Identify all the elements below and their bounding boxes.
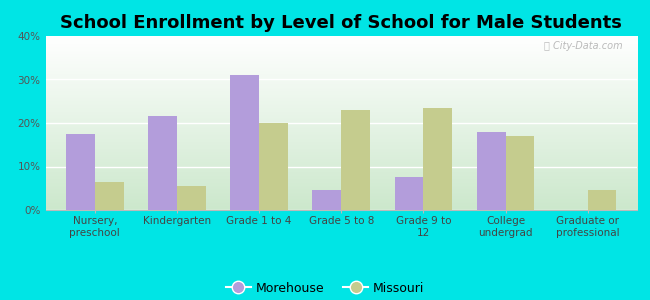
Legend: Morehouse, Missouri: Morehouse, Missouri	[220, 277, 430, 300]
Text: ⓘ City-Data.com: ⓘ City-Data.com	[543, 41, 622, 51]
Bar	[259, 123, 288, 210]
Bar	[177, 186, 205, 210]
Bar	[588, 190, 616, 210]
Title: School Enrollment by Level of School for Male Students: School Enrollment by Level of School for…	[60, 14, 622, 32]
Bar	[66, 134, 95, 210]
Bar	[477, 132, 506, 210]
Bar	[95, 182, 124, 210]
Bar	[506, 136, 534, 210]
Bar	[313, 190, 341, 210]
Bar	[395, 177, 423, 210]
Bar	[423, 108, 452, 210]
Bar	[230, 75, 259, 210]
Bar	[148, 116, 177, 210]
Bar	[341, 110, 370, 210]
